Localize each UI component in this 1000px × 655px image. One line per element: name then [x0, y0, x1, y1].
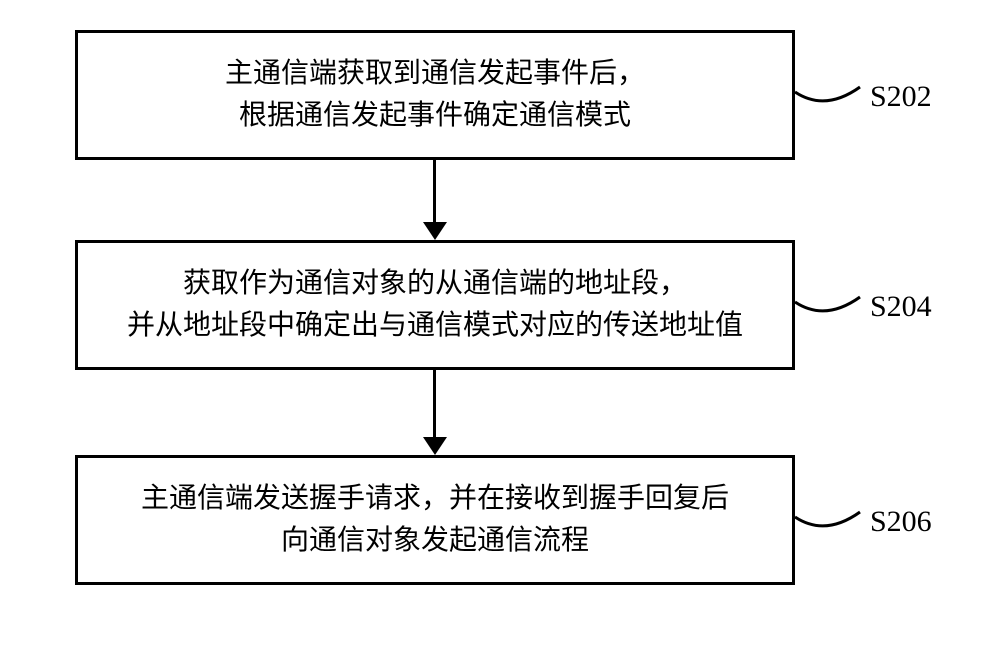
step-text-line2: 根据通信发起事件确定通信模式: [239, 95, 631, 137]
flowchart-step-s204: 获取作为通信对象的从通信端的地址段， 并从地址段中确定出与通信模式对应的传送地址…: [75, 240, 795, 370]
arrow-line-2: [433, 370, 436, 441]
step-text-line1: 主通信端发送握手请求，并在接收到握手回复后: [141, 478, 729, 520]
step-text-line1: 主通信端获取到通信发起事件后，: [225, 53, 645, 95]
flowchart-step-s202: 主通信端获取到通信发起事件后， 根据通信发起事件确定通信模式: [75, 30, 795, 160]
flowchart-container: 主通信端获取到通信发起事件后， 根据通信发起事件确定通信模式 S202 获取作为…: [0, 0, 1000, 655]
arrow-line-1: [433, 160, 436, 226]
connector-curve-s206: [795, 507, 865, 537]
connector-curve-s202: [795, 82, 865, 112]
step-label-s202: S202: [870, 80, 932, 114]
arrow-head-2: [423, 437, 447, 455]
step-label-s206: S206: [870, 505, 932, 539]
step-text-line1: 获取作为通信对象的从通信端的地址段，: [183, 263, 687, 305]
step-text-line2: 并从地址段中确定出与通信模式对应的传送地址值: [127, 305, 743, 347]
step-text-line2: 向通信对象发起通信流程: [281, 520, 589, 562]
step-label-s204: S204: [870, 290, 932, 324]
flowchart-step-s206: 主通信端发送握手请求，并在接收到握手回复后 向通信对象发起通信流程: [75, 455, 795, 585]
connector-curve-s204: [795, 292, 865, 322]
arrow-head-1: [423, 222, 447, 240]
